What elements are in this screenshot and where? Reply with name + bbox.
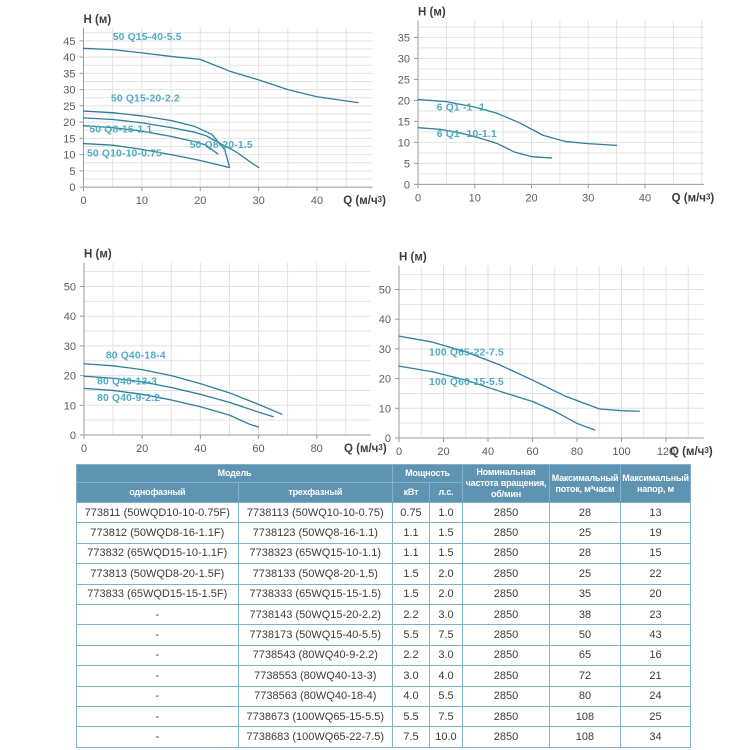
svg-text:45: 45: [63, 36, 75, 48]
svg-text:0: 0: [404, 179, 410, 191]
svg-text:35: 35: [398, 32, 410, 44]
svg-text:30: 30: [379, 344, 391, 356]
svg-text:60: 60: [526, 446, 538, 458]
svg-text:20: 20: [136, 443, 148, 455]
svg-text:6 Q1 -10-1.1: 6 Q1 -10-1.1: [437, 129, 497, 140]
svg-text:H (м): H (м): [84, 14, 112, 26]
svg-text:100 Q65-22-7.5: 100 Q65-22-7.5: [429, 347, 504, 358]
svg-text:50: 50: [64, 282, 76, 294]
svg-text:10: 10: [136, 195, 148, 207]
svg-text:40: 40: [63, 52, 75, 64]
svg-text:60: 60: [252, 443, 264, 455]
svg-text:30: 30: [398, 53, 410, 65]
svg-text:20: 20: [194, 195, 206, 207]
svg-text:H (м): H (м): [418, 7, 446, 19]
svg-text:Q (м/ч3): Q (м/ч3): [672, 192, 715, 204]
svg-text:50 Q8-16-1.1: 50 Q8-16-1.1: [89, 125, 152, 136]
svg-text:Q (м/ч3): Q (м/ч3): [670, 446, 713, 458]
svg-text:5: 5: [69, 166, 75, 178]
svg-text:H (м): H (м): [84, 249, 112, 261]
svg-text:25: 25: [63, 101, 75, 113]
svg-text:80 Q40-13-3: 80 Q40-13-3: [97, 377, 157, 388]
svg-text:0: 0: [385, 433, 391, 445]
svg-text:10: 10: [469, 192, 481, 204]
svg-text:20: 20: [64, 371, 76, 383]
svg-text:0: 0: [69, 182, 75, 194]
svg-text:50: 50: [379, 285, 391, 297]
svg-text:10: 10: [379, 403, 391, 415]
svg-text:40: 40: [482, 446, 494, 458]
svg-text:10: 10: [64, 400, 76, 412]
svg-text:10: 10: [63, 150, 75, 162]
svg-text:20: 20: [379, 374, 391, 386]
svg-text:35: 35: [63, 68, 75, 80]
svg-text:100 Q60-15-5.5: 100 Q60-15-5.5: [429, 377, 504, 388]
svg-text:20: 20: [398, 95, 410, 107]
svg-text:0: 0: [396, 446, 402, 458]
svg-text:40: 40: [64, 311, 76, 323]
svg-text:10: 10: [398, 137, 410, 149]
svg-text:30: 30: [582, 192, 594, 204]
svg-text:40: 40: [311, 195, 323, 207]
svg-text:6 Q1 -1 -1.: 6 Q1 -1 -1.: [437, 102, 488, 113]
svg-text:5: 5: [404, 158, 410, 170]
svg-text:50 Q8-20-1.5: 50 Q8-20-1.5: [190, 140, 253, 151]
svg-text:80 Q40-18-4: 80 Q40-18-4: [106, 350, 166, 361]
svg-text:50 Q10-10-0.75: 50 Q10-10-0.75: [87, 149, 162, 160]
svg-text:30: 30: [63, 85, 75, 97]
svg-text:80: 80: [311, 443, 323, 455]
svg-text:15: 15: [398, 116, 410, 128]
svg-text:40: 40: [639, 192, 651, 204]
svg-text:30: 30: [64, 341, 76, 353]
svg-text:0: 0: [80, 195, 86, 207]
svg-text:50 Q15-40-5.5: 50 Q15-40-5.5: [113, 32, 182, 43]
svg-text:20: 20: [437, 446, 449, 458]
svg-text:0: 0: [70, 430, 76, 442]
svg-text:30: 30: [252, 195, 264, 207]
svg-text:0: 0: [415, 192, 421, 204]
svg-text:40: 40: [379, 314, 391, 326]
svg-text:80: 80: [571, 446, 583, 458]
svg-text:40: 40: [194, 443, 206, 455]
svg-text:15: 15: [63, 133, 75, 145]
svg-text:80 Q40-9-2.2: 80 Q40-9-2.2: [97, 393, 160, 404]
svg-text:H (м): H (м): [399, 252, 427, 264]
svg-text:25: 25: [398, 74, 410, 86]
svg-text:100: 100: [612, 446, 630, 458]
svg-text:0: 0: [81, 443, 87, 455]
svg-text:20: 20: [525, 192, 537, 204]
svg-text:50 Q15-20-2.2: 50 Q15-20-2.2: [111, 94, 180, 105]
svg-text:20: 20: [63, 117, 75, 129]
